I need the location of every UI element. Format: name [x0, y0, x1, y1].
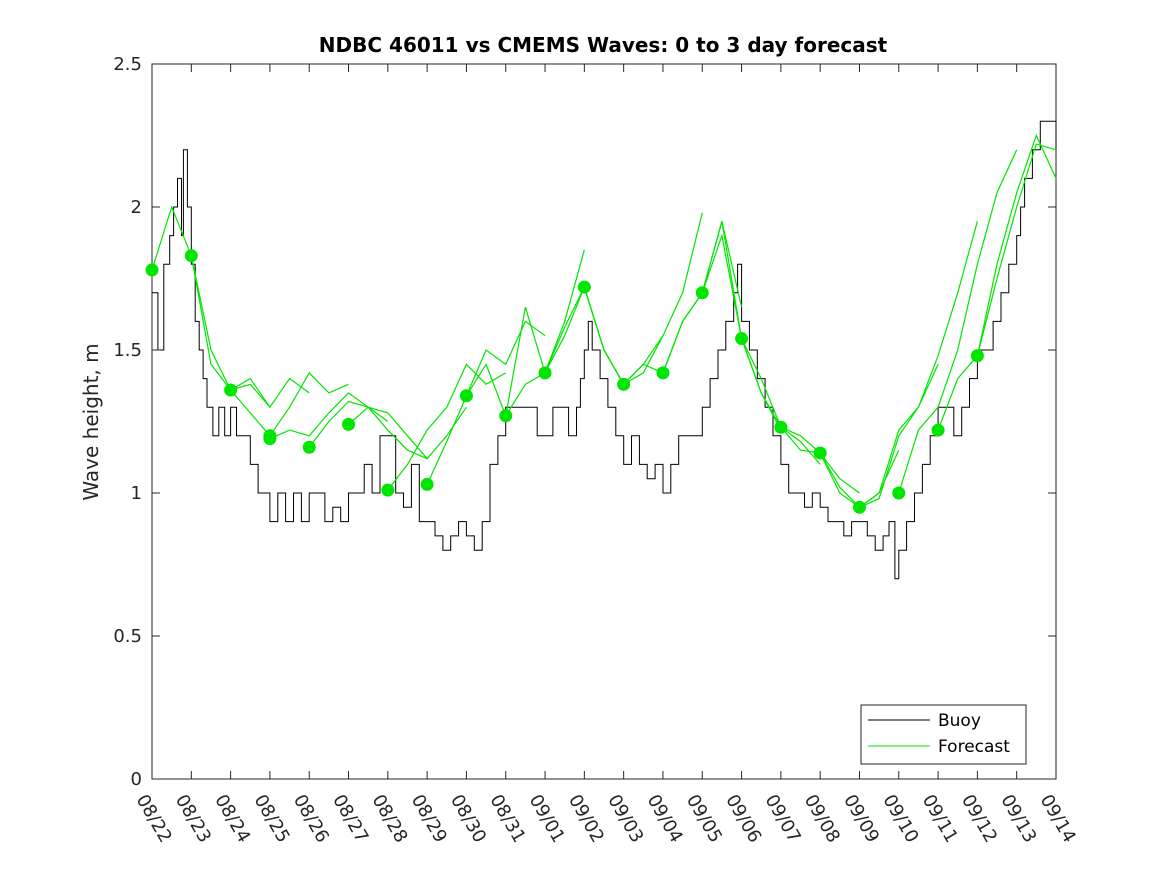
forecast-markers [145, 249, 984, 514]
forecast-run-line [505, 285, 625, 416]
x-tick-label: 09/13 [996, 791, 1040, 846]
forecast-marker [145, 263, 159, 277]
legend-forecast-label: Forecast [938, 737, 1010, 757]
forecast-run-line [701, 221, 821, 465]
x-tick-label: 09/12 [957, 791, 1001, 846]
x-tick-label: 09/09 [839, 791, 883, 846]
forecast-marker [302, 440, 316, 454]
buoy-line [152, 120, 1057, 580]
x-tick-label: 09/14 [1036, 791, 1080, 846]
y-axis-label: Wave height, m [79, 343, 103, 500]
forecast-run-line [151, 205, 271, 408]
x-tick-label: 08/28 [367, 791, 411, 846]
plot-area [145, 63, 1057, 780]
legend: Buoy Forecast [860, 704, 1027, 765]
forecast-run-line [269, 392, 389, 440]
forecast-marker [735, 332, 749, 346]
forecast-marker [538, 366, 552, 380]
x-tick-label: 08/29 [407, 791, 451, 846]
forecast-marker [774, 420, 788, 434]
x-tick-label: 09/06 [721, 791, 765, 846]
y-tick-label: 2 [131, 197, 142, 218]
x-tick-label: 08/22 [132, 791, 176, 846]
x-tick-label: 08/24 [210, 791, 254, 846]
forecast-run-line [308, 400, 428, 460]
forecast-marker [184, 249, 198, 263]
forecast-marker [695, 286, 709, 300]
forecast-marker [499, 409, 513, 423]
forecast-run-line [583, 212, 703, 386]
forecast-marker [617, 377, 631, 391]
forecast-marker [263, 432, 277, 446]
forecast-run-line [859, 221, 978, 508]
forecast-run-line [230, 371, 349, 437]
forecast-marker [342, 417, 356, 431]
x-tick-label: 09/08 [800, 791, 844, 846]
forecast-series [151, 133, 1057, 509]
axes-box [151, 63, 1057, 780]
forecast-marker [224, 383, 238, 397]
forecast-run-line [662, 233, 782, 431]
forecast-run-line [898, 149, 1018, 494]
buoy-series [152, 120, 1057, 580]
forecast-run-line [780, 426, 900, 509]
forecast-marker [459, 389, 473, 403]
y-tick-label: 1.5 [113, 340, 142, 361]
forecast-run-line [348, 406, 467, 460]
forecast-marker [656, 366, 670, 380]
y-tick-label: 1 [131, 483, 142, 504]
y-axis: 0 0.5 1 1.5 2 2.5 [113, 54, 1056, 790]
forecast-run-line [937, 143, 1057, 431]
legend-buoy-label: Buoy [938, 711, 981, 731]
chart-title: NDBC 46011 vs CMEMS Waves: 0 to 3 day fo… [319, 33, 888, 57]
x-tick-label: 08/25 [250, 791, 294, 846]
forecast-marker [577, 280, 591, 294]
x-tick-label: 09/10 [878, 791, 922, 846]
x-tick-label: 08/23 [171, 791, 215, 846]
forecast-marker [970, 349, 984, 363]
y-tick-label: 0 [131, 769, 142, 790]
forecast-run-line [465, 249, 585, 418]
x-tick-label: 09/05 [682, 791, 726, 846]
x-tick-label: 08/27 [328, 791, 372, 846]
forecast-marker [852, 500, 866, 514]
y-tick-label: 0.5 [113, 626, 142, 647]
x-tick-label: 09/03 [603, 791, 647, 846]
x-tick-label: 08/26 [289, 791, 333, 846]
forecast-marker [892, 486, 906, 500]
x-tick-label: 09/07 [761, 791, 805, 846]
y-tick-label: 2.5 [113, 54, 142, 75]
x-tick-label: 09/04 [643, 791, 687, 846]
forecast-marker [420, 477, 434, 491]
forecast-run-line [819, 364, 939, 509]
forecast-run-line [426, 320, 546, 485]
x-tick-label: 08/31 [485, 791, 529, 846]
legend-box [860, 704, 1027, 765]
forecast-run-line [976, 133, 1057, 356]
forecast-run-line [387, 363, 507, 491]
forecast-run-line [741, 338, 860, 494]
forecast-marker [381, 483, 395, 497]
forecast-marker [931, 423, 945, 437]
x-tick-label: 09/01 [525, 791, 569, 846]
x-tick-label: 08/30 [446, 791, 490, 846]
x-tick-label: 09/02 [564, 791, 608, 846]
forecast-run-line [190, 255, 310, 409]
forecast-marker [813, 446, 827, 460]
x-tick-label: 09/11 [918, 791, 962, 846]
